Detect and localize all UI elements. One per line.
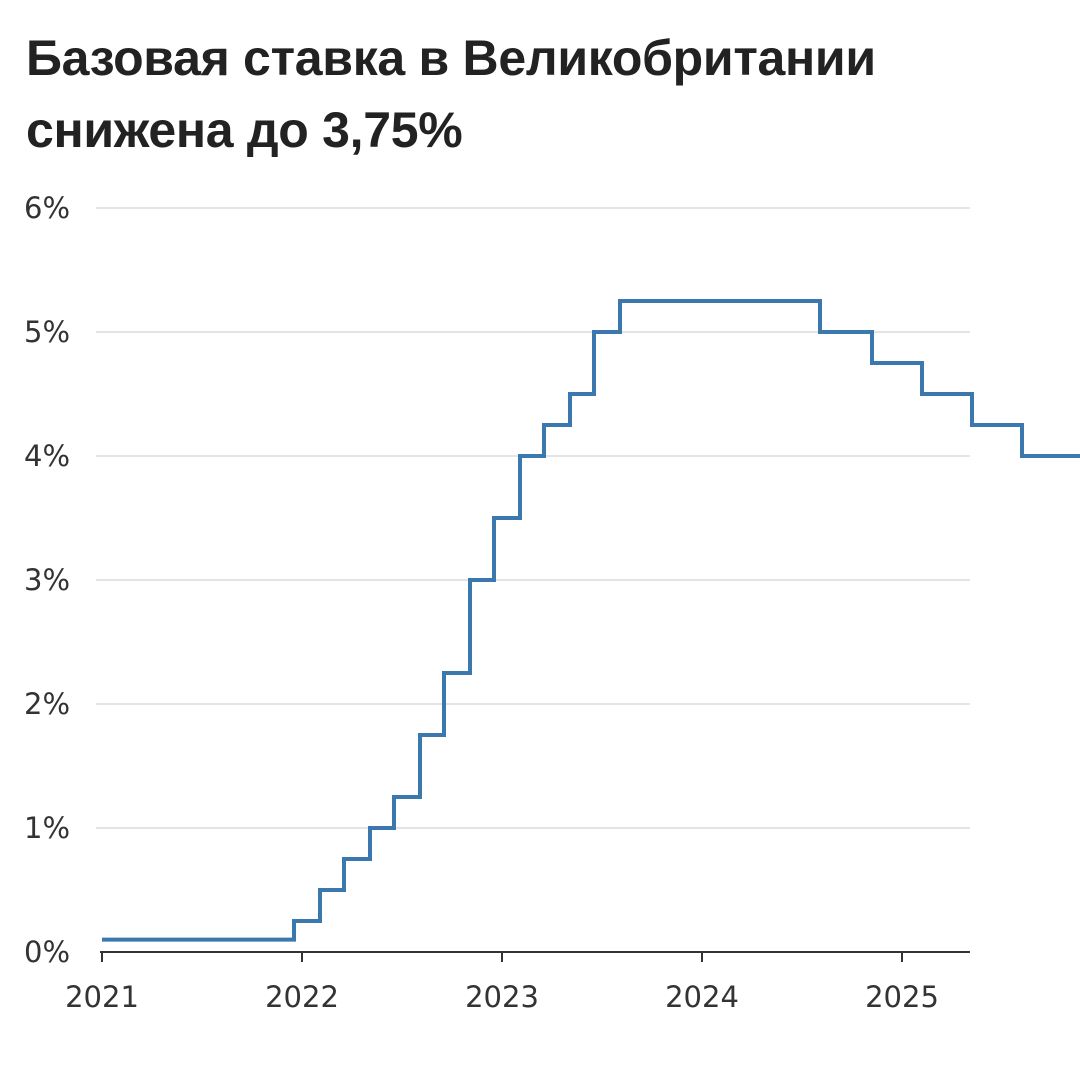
y-tick-label: 4%: [24, 439, 70, 473]
x-axis-ticks: 2021 2022 2023 2024 2025: [65, 980, 939, 1014]
y-tick-label: 0%: [24, 935, 70, 969]
grid-lines: [96, 207, 970, 829]
y-tick-label: 3%: [24, 563, 70, 597]
x-tick-label: 2022: [265, 980, 339, 1014]
y-tick-label: 2%: [24, 687, 70, 721]
y-tick-label: 5%: [24, 315, 70, 349]
y-tick-label: 6%: [24, 191, 70, 225]
x-tick-label: 2021: [65, 980, 139, 1014]
x-tick-label: 2025: [865, 980, 939, 1014]
y-tick-label: 1%: [24, 811, 70, 845]
x-tick-label: 2024: [665, 980, 739, 1014]
x-axis: [100, 951, 970, 962]
chart-title-line-2: снижена до 3,75%: [26, 102, 463, 158]
chart-title-line-1: Базовая ставка в Великобритании: [26, 30, 876, 86]
series-layer: 3.75%: [102, 299, 1080, 942]
y-axis-ticks: 0% 1% 2% 3% 4% 5% 6%: [24, 191, 70, 969]
chart-title: Базовая ставка в Великобритании снижена …: [26, 22, 1046, 166]
series-line: [102, 299, 1080, 942]
x-tick-label: 2023: [465, 980, 539, 1014]
